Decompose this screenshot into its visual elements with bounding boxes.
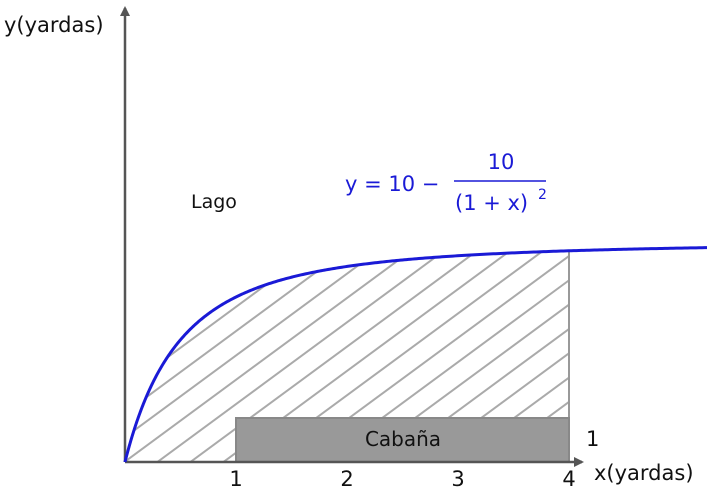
cabin-label: Cabaña — [365, 427, 441, 451]
curve-equation: y = 10 − 10 (1 + x) 2 — [345, 150, 547, 215]
hatch-line — [561, 250, 569, 462]
x-tick-labels: 1 2 3 4 — [229, 467, 575, 491]
hatch-line — [661, 200, 707, 480]
hatch-line — [125, 250, 415, 462]
hatch-line — [0, 200, 18, 480]
equation-exponent: 2 — [538, 187, 547, 203]
hatch-line — [125, 250, 217, 462]
hatch-line — [0, 200, 117, 480]
equation-denominator: (1 + x) — [455, 191, 528, 215]
curve-line — [123, 246, 707, 463]
x-tick-label: 3 — [451, 467, 464, 491]
hatch-line — [0, 200, 51, 480]
cabin-height-label: 1 — [586, 427, 599, 451]
x-axis-label: x(yardas) — [594, 461, 694, 485]
x-tick-label: 2 — [340, 467, 353, 491]
cabin-rectangle — [235, 417, 570, 463]
hatch-line — [125, 250, 481, 462]
hatch-line — [125, 250, 382, 462]
hatch-line — [0, 200, 84, 480]
equation-numerator: 10 — [488, 150, 515, 174]
hatch-line — [125, 250, 151, 462]
y-axis-label: y(yardas) — [4, 13, 104, 37]
hatch-line — [595, 200, 707, 480]
lake-label: Lago — [191, 191, 237, 213]
x-tick-label: 4 — [562, 467, 575, 491]
equation-lhs: y = 10 − — [345, 172, 439, 196]
hatch-line — [132, 250, 514, 462]
hatch-line — [694, 200, 707, 480]
hatch-line — [628, 200, 707, 480]
x-tick-label: 1 — [229, 467, 242, 491]
hatch-line — [165, 250, 547, 462]
